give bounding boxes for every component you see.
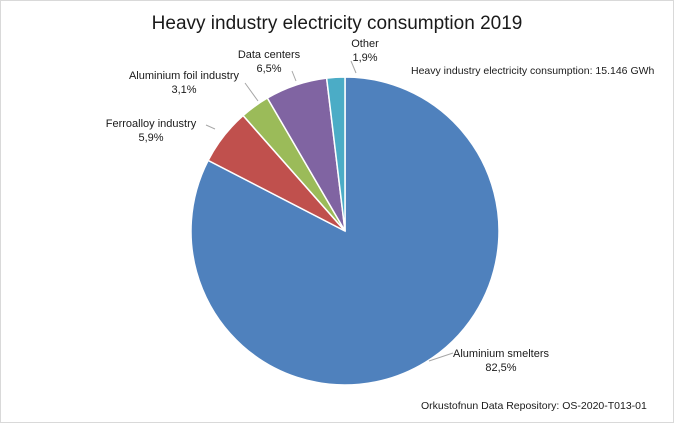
slice-label-value: 3,1% bbox=[171, 84, 196, 96]
leader-line bbox=[350, 60, 357, 74]
slice-label-value: 6,5% bbox=[256, 63, 281, 75]
slice-label-value: 82,5% bbox=[485, 362, 516, 374]
source-note: Orkustofnun Data Repository: OS-2020-T01… bbox=[421, 400, 647, 412]
pie-slice-other bbox=[325, 76, 346, 232]
slice-label-name: Data centers bbox=[238, 49, 301, 61]
leader-line bbox=[428, 352, 454, 362]
leader-line bbox=[244, 82, 259, 102]
chart-title: Heavy industry electricity consumption 2… bbox=[151, 13, 523, 34]
slice-label-value: 5,9% bbox=[138, 132, 163, 144]
leader-line bbox=[205, 124, 216, 130]
slice-label-name: Other bbox=[351, 38, 379, 50]
total-consumption-note: Heavy industry electricity consumption: … bbox=[411, 65, 655, 77]
slice-label-name: Aluminium foil industry bbox=[129, 70, 240, 82]
slice-label-name: Aluminium smelters bbox=[453, 348, 549, 360]
slice-label-name: Ferroalloy industry bbox=[106, 118, 197, 130]
leader-line bbox=[291, 70, 297, 82]
slice-label-value: 1,9% bbox=[352, 52, 377, 64]
